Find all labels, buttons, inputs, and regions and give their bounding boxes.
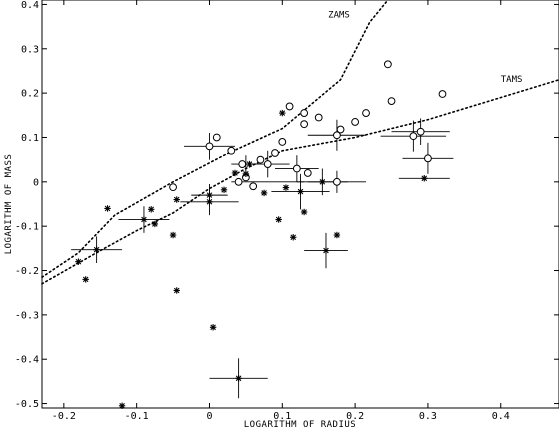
asterisk-point [297, 188, 304, 195]
asterisk-series [75, 109, 428, 409]
circle-point [336, 125, 345, 134]
y-tick-label: -0.5 [15, 399, 39, 410]
asterisk-point [282, 184, 290, 191]
asterisk-point [118, 402, 126, 409]
circle-point [300, 109, 309, 117]
circle-point [238, 160, 247, 168]
circle-point [383, 60, 392, 69]
axis-ticks: -0.2 -0.1 0 0.1 0.2 0.3 0.4 -0.5 -0.4 -0.3 -0.2 -0.… [15, 0, 559, 422]
asterisk-point [209, 324, 217, 331]
circle-point [205, 142, 214, 151]
data-points [75, 60, 447, 409]
asterisk-point [421, 175, 428, 182]
asterisk-point [290, 234, 297, 241]
asterisk-point [169, 231, 177, 239]
y-tick-label: -0.2 [15, 266, 39, 277]
asterisk-point [275, 216, 282, 223]
x-tick-label: 0.3 [419, 411, 437, 422]
x-tick-label: 0.4 [492, 411, 510, 422]
circle-point [169, 183, 177, 192]
y-tick-label: -0.4 [15, 355, 39, 366]
asterisk-point [220, 186, 228, 194]
circle-point [351, 118, 360, 126]
circle-point [314, 113, 323, 122]
circle-point [409, 132, 418, 141]
circle-point [285, 102, 294, 111]
asterisk-point [151, 220, 159, 228]
asterisk-point [104, 205, 111, 212]
x-tick-label: -0.2 [52, 411, 76, 422]
circle-point [438, 90, 447, 98]
circle-point [333, 177, 341, 186]
tams-label: TAMS [501, 75, 523, 85]
asterisk-point [206, 191, 213, 199]
asterisk-point [279, 109, 286, 117]
circle-point [333, 131, 341, 140]
y-tick-label: 0.3 [21, 44, 39, 55]
asterisk-point [75, 258, 82, 265]
asterisk-point [173, 287, 180, 294]
y-tick-label: 0.1 [21, 133, 39, 144]
asterisk-point [322, 247, 330, 254]
x-tick-label: 0 [206, 411, 212, 422]
circle-point [212, 133, 221, 142]
circle-point [424, 154, 432, 163]
asterisk-point [242, 170, 250, 178]
asterisk-point [319, 178, 326, 186]
asterisk-point [148, 206, 155, 213]
asterisk-point [246, 160, 253, 168]
circle-point [387, 97, 396, 106]
y-tick-label: 0.2 [21, 89, 39, 100]
circle-point [416, 127, 425, 136]
circle-point [263, 160, 272, 168]
y-tick-label: -0.3 [15, 310, 39, 321]
circle-point [300, 120, 309, 129]
y-tick-label: 0 [33, 177, 39, 188]
y-tick-label: 0.4 [21, 0, 39, 11]
asterisk-point [82, 276, 89, 283]
circle-point [362, 109, 370, 117]
circle-point [303, 169, 312, 177]
y-axis-label: LOGARITHM OF MASS [4, 154, 14, 255]
asterisk-point [260, 189, 268, 197]
x-tick-label: 0.1 [273, 411, 291, 422]
circle-point [271, 149, 279, 157]
circle-point [234, 177, 243, 186]
circle-point [249, 182, 258, 191]
x-tick-label: -0.1 [125, 411, 149, 422]
circle-point [227, 146, 236, 155]
asterisk-point [173, 196, 180, 203]
asterisk-point [235, 375, 242, 382]
circle-point [256, 155, 265, 164]
asterisk-point [206, 198, 213, 205]
asterisk-point [333, 231, 341, 239]
asterisk-point [300, 208, 308, 216]
asterisk-point [140, 216, 148, 223]
x-tick-label: 0.2 [346, 411, 364, 422]
asterisk-point [93, 246, 100, 253]
circle-point [278, 138, 287, 146]
circle-point [292, 164, 301, 173]
zams-curve [41, 0, 389, 279]
x-axis-label: LOGARITHM OF RADIUS [244, 420, 356, 430]
zams-label: ZAMS [328, 11, 350, 21]
asterisk-point [231, 169, 239, 177]
y-tick-label: -0.1 [15, 222, 39, 233]
